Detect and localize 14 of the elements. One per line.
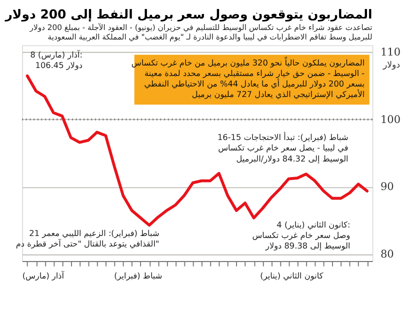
text: شباط (فبراير) [114, 270, 162, 280]
y-tick-label: 100 [380, 114, 401, 126]
annotation: 8 آذار (مارس): 106.45 دولار [30, 50, 83, 70]
text: كانون الثاني (يناير) [260, 270, 324, 280]
annotation: 16-15 شباط (فبراير): تبدأ الاحتجاجات في ليبيا - يصل سعر خام غرب تكساس الوسيط إلى 84.32 دولار/البرميل [217, 131, 348, 164]
y-tick-label: 90 [380, 181, 394, 194]
y-axis-title: دولار [382, 60, 400, 70]
text: آذار (مارس) [22, 270, 65, 280]
y-tick-label: 110 [380, 46, 401, 58]
y-tick-label: 80 [380, 248, 394, 261]
annotation: 4 كانون الثاني (يناير): وصل سعر خام غرب تكساس الوسيط إلى 89.38 دولار [252, 220, 350, 251]
chart-title: المضاربون يتوقعون وصول سعر برميل النفط إلى 200 دولار [4, 6, 372, 22]
chart-subtitle: تصاعدت عقود شراء خام غرب تكساس الوسيط للتسليم في حزيران (يونيو) - العقود الآجلة - بمبلغ 200 دولار للبرميل وسط تفاقم الاضطرابات في ليبيا والدعوة النادرة لـ "يوم الغضب" في المملكة العربية السعودية [28, 22, 372, 42]
annotation: 21 شباط (فبراير): الزعيم الليبي معمر القذافي يتوعد بالقتال "حتى آخر قطرة دم" [16, 228, 160, 249]
